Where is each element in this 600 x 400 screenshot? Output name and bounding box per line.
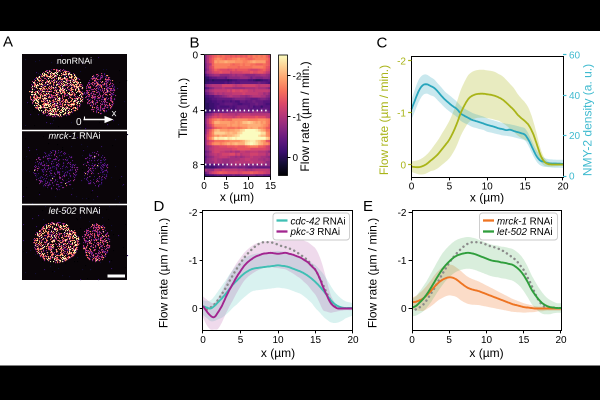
svg-text:Flow rate (µm / min.): Flow rate (µm / min.): [298, 61, 312, 171]
svg-text:D: D: [154, 198, 165, 215]
svg-text:Flow rate (µm / min.): Flow rate (µm / min.): [157, 218, 171, 328]
svg-text:Flow rate (µm / min.): Flow rate (µm / min.): [377, 65, 391, 175]
svg-text:8: 8: [192, 161, 198, 172]
svg-text:x: x: [112, 108, 117, 119]
svg-text:let-502 RNAi: let-502 RNAi: [48, 206, 100, 216]
svg-text:-1: -1: [293, 112, 302, 123]
svg-text:A: A: [3, 34, 13, 51]
svg-text:5: 5: [447, 182, 453, 193]
svg-text:-1: -1: [398, 256, 407, 267]
svg-text:15: 15: [520, 182, 532, 193]
svg-text:mrck-1 RNAi: mrck-1 RNAi: [497, 216, 553, 227]
svg-text:mrck-1 RNAi: mrck-1 RNAi: [48, 131, 100, 141]
svg-text:0: 0: [400, 161, 406, 172]
svg-text:20: 20: [569, 131, 581, 142]
svg-text:NMY-2 density (a. u.): NMY-2 density (a. u.): [581, 64, 595, 176]
svg-text:Flow rate (µm / min.): Flow rate (µm / min.): [366, 218, 380, 328]
svg-text:20: 20: [557, 182, 569, 193]
svg-text:10: 10: [272, 335, 284, 346]
svg-text:0: 0: [401, 304, 407, 315]
svg-text:-2: -2: [397, 57, 406, 68]
svg-text:x (µm): x (µm): [469, 346, 503, 360]
svg-text:15: 15: [518, 335, 530, 346]
svg-text:10: 10: [481, 335, 493, 346]
svg-text:20: 20: [555, 335, 567, 346]
svg-text:-1: -1: [397, 109, 406, 120]
svg-text:0: 0: [201, 181, 207, 192]
svg-text:15: 15: [310, 335, 322, 346]
svg-text:40: 40: [569, 91, 581, 102]
svg-text:0: 0: [76, 117, 82, 128]
svg-text:10: 10: [482, 182, 494, 193]
svg-text:cdc-42 RNAi: cdc-42 RNAi: [291, 216, 346, 227]
svg-text:5: 5: [446, 335, 452, 346]
svg-text:-2: -2: [398, 208, 407, 219]
svg-text:nonRNAi: nonRNAi: [57, 56, 92, 66]
svg-text:0: 0: [200, 335, 206, 346]
svg-text:20: 20: [347, 335, 359, 346]
svg-text:-1: -1: [189, 256, 198, 267]
svg-text:x (µm): x (µm): [220, 190, 254, 204]
svg-text:60: 60: [569, 50, 581, 61]
svg-text:0: 0: [192, 51, 198, 62]
svg-text:E: E: [363, 198, 373, 215]
svg-text:-2: -2: [293, 71, 302, 82]
svg-text:4: 4: [192, 106, 198, 117]
svg-text:0: 0: [409, 182, 415, 193]
svg-text:0: 0: [569, 172, 575, 183]
svg-text:0: 0: [293, 153, 299, 164]
svg-text:0: 0: [409, 335, 415, 346]
svg-text:pkc-3 RNAi: pkc-3 RNAi: [290, 227, 341, 238]
svg-text:x (µm): x (µm): [261, 346, 295, 360]
svg-text:B: B: [190, 35, 200, 52]
svg-text:0: 0: [192, 304, 198, 315]
svg-text:5: 5: [223, 181, 229, 192]
svg-text:15: 15: [265, 181, 277, 192]
svg-text:5: 5: [238, 335, 244, 346]
svg-text:Time (min.): Time (min.): [176, 78, 190, 138]
svg-text:10: 10: [243, 181, 255, 192]
svg-text:let-502 RNAi: let-502 RNAi: [497, 227, 553, 238]
svg-text:x (µm): x (µm): [470, 191, 504, 205]
svg-text:-2: -2: [189, 208, 198, 219]
svg-text:C: C: [377, 35, 388, 52]
